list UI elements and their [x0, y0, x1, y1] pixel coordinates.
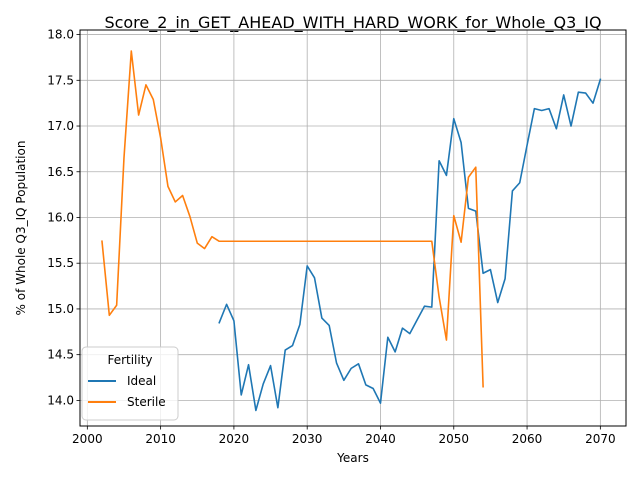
y-axis-label: % of Whole Q3_IQ Population [14, 141, 28, 316]
x-tick-label: 2010 [145, 432, 176, 446]
y-tick-label: 15.5 [47, 256, 74, 270]
y-tick-label: 14.5 [47, 348, 74, 362]
chart-title: Score_2_in_GET_AHEAD_WITH_HARD_WORK_for_… [104, 13, 601, 33]
series-line-sterile [101, 50, 484, 388]
grid [80, 30, 626, 426]
series-lines [101, 50, 602, 412]
y-tick-label: 16.5 [47, 165, 74, 179]
x-tick-label: 2050 [438, 432, 469, 446]
x-tick-label: 2000 [72, 432, 103, 446]
y-tick-label: 18.0 [47, 28, 74, 42]
legend-title: Fertility [107, 353, 152, 367]
legend: Fertility Ideal Sterile [81, 346, 179, 421]
x-tick-label: 2040 [365, 432, 396, 446]
legend-label-ideal: Ideal [127, 374, 156, 388]
y-tick-label: 17.5 [47, 73, 74, 87]
y-tick-label: 16.0 [47, 210, 74, 224]
x-tick-label: 2070 [585, 432, 616, 446]
plot-frame [79, 29, 627, 427]
x-tick-label: 2030 [292, 432, 323, 446]
legend-label-sterile: Sterile [127, 395, 166, 409]
x-tick-label: 2020 [219, 432, 250, 446]
y-tick-label: 17.0 [47, 119, 74, 133]
series-line-ideal [218, 78, 602, 412]
x-axis-label: Years [336, 451, 369, 465]
axis-ticks: 2000 2010 2020 2030 2040 2050 2060 2070 14.0 14.5… [47, 28, 615, 446]
y-tick-label: 15.0 [47, 302, 74, 316]
y-tick-label: 14.0 [47, 393, 74, 407]
x-tick-label: 2060 [512, 432, 543, 446]
